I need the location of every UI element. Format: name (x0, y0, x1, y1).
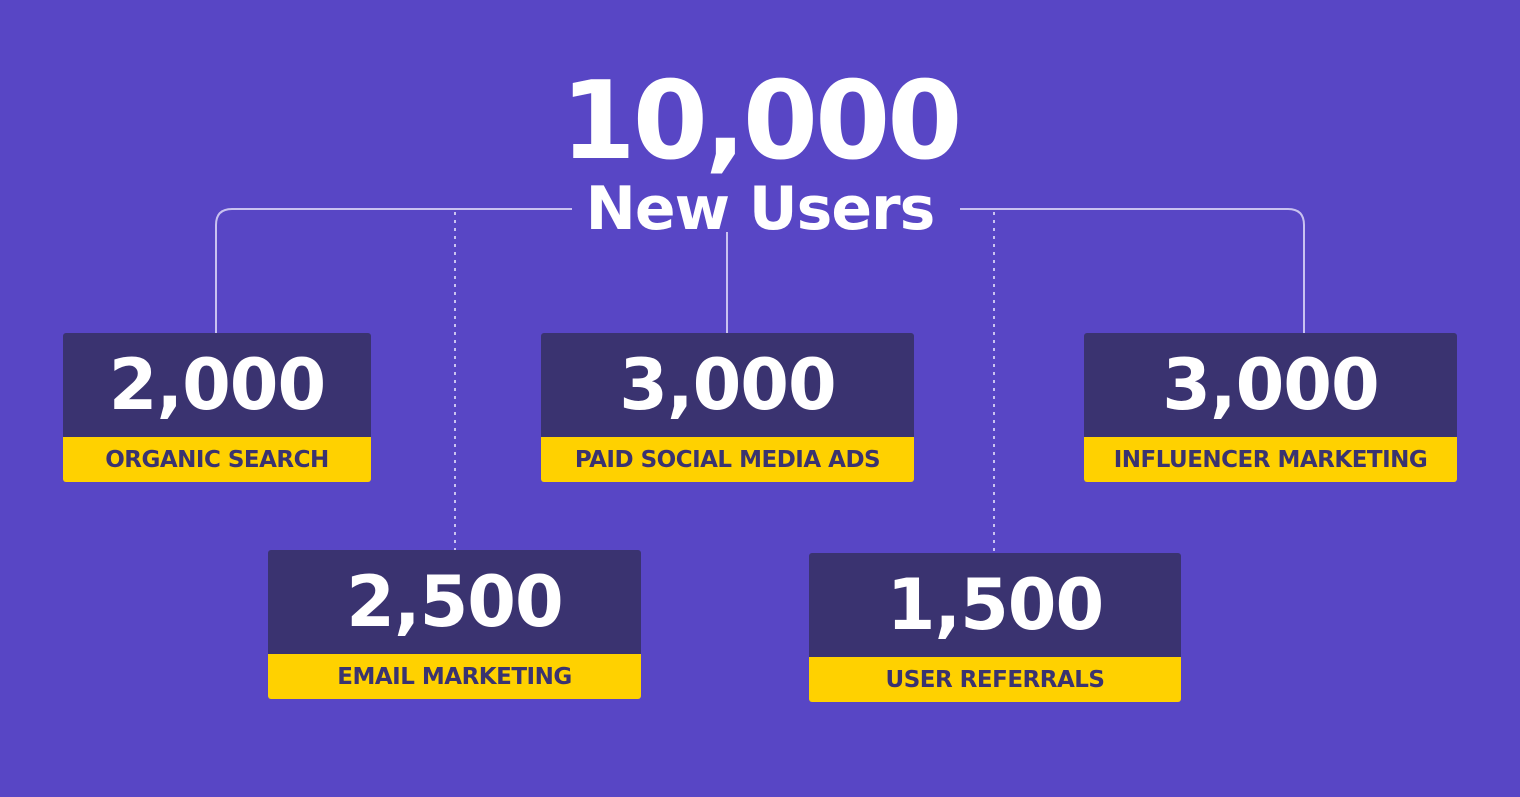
channel-value: 3,000 (541, 333, 914, 437)
channel-label: USER REFERRALS (809, 657, 1181, 702)
channel-card-paid-social-media-ads: 3,000 PAID SOCIAL MEDIA ADS (541, 333, 914, 482)
channel-value: 2,000 (63, 333, 371, 437)
channel-value: 1,500 (809, 553, 1181, 657)
channel-card-email-marketing: 2,500 EMAIL MARKETING (268, 550, 641, 699)
channel-card-organic-search: 2,000 ORGANIC SEARCH (63, 333, 371, 482)
connector-influencer-marketing (960, 208, 1305, 333)
total-users-label: New Users (585, 174, 936, 244)
channel-label: PAID SOCIAL MEDIA ADS (541, 437, 914, 482)
channel-value: 3,000 (1084, 333, 1457, 437)
connector-organic-search (215, 208, 572, 333)
channel-label: ORGANIC SEARCH (63, 437, 371, 482)
channel-value: 2,500 (268, 550, 641, 654)
channel-card-user-referrals: 1,500 USER REFERRALS (809, 553, 1181, 702)
channel-label: INFLUENCER MARKETING (1084, 437, 1457, 482)
channel-card-influencer-marketing: 3,000 INFLUENCER MARKETING (1084, 333, 1457, 482)
total-header: 10,000 New Users (560, 59, 963, 244)
total-users-value: 10,000 (560, 59, 963, 184)
channel-label: EMAIL MARKETING (268, 654, 641, 699)
